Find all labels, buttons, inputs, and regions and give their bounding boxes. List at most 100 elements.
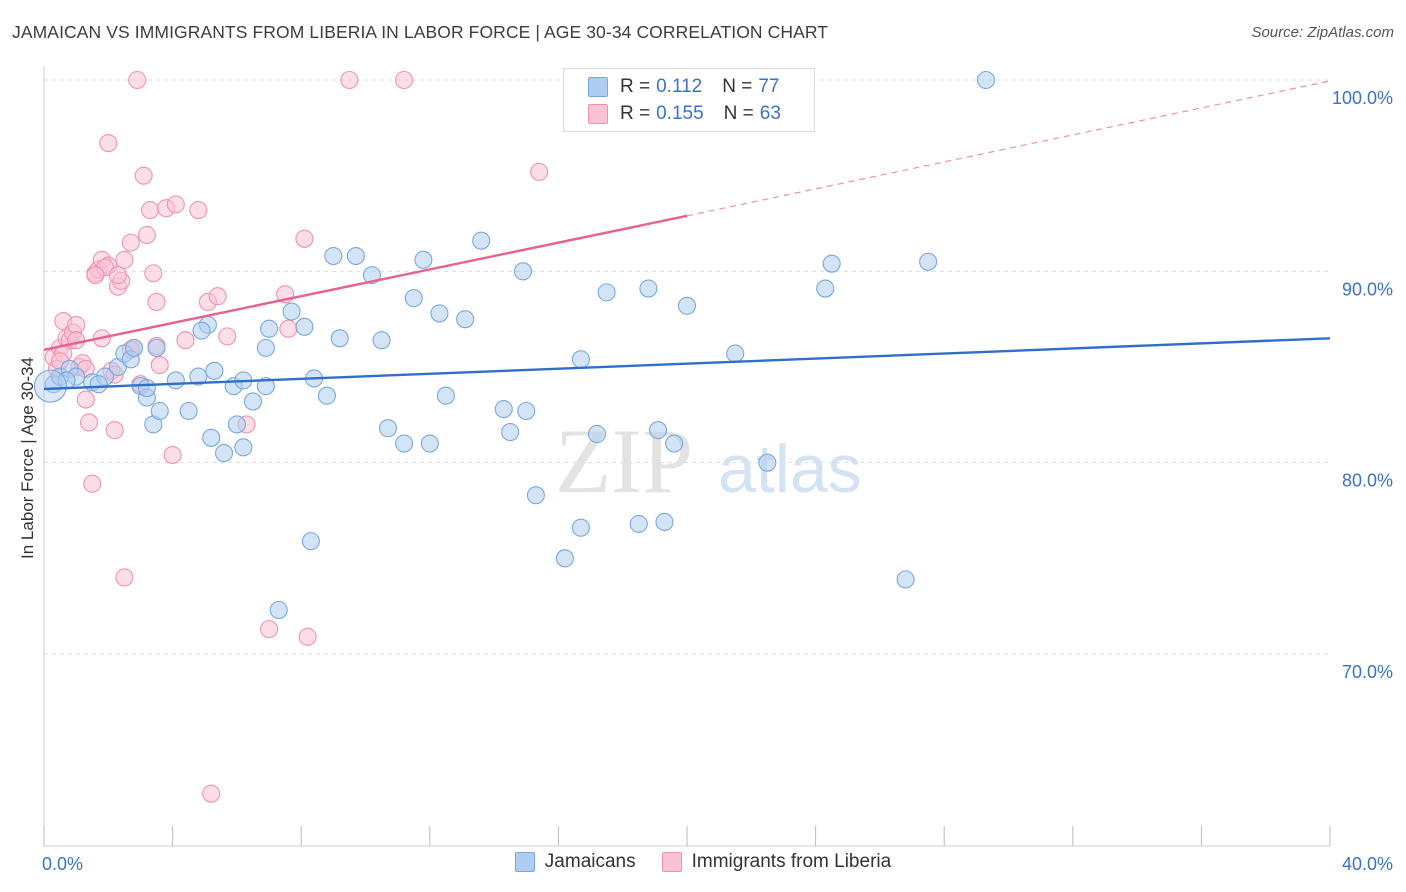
point-liberia <box>395 70 414 90</box>
gridlines <box>44 79 1330 655</box>
point-jamaicans <box>259 319 279 338</box>
tick-labels: 70.0% 80.0% 90.0% 100.0% 0.0% 40.0% <box>42 88 1393 874</box>
point-jamaicans <box>346 246 365 266</box>
point-liberia <box>79 413 99 432</box>
legend-n-label: N = <box>723 103 754 124</box>
point-jamaicans <box>166 371 185 390</box>
point-jamaicans <box>147 338 166 357</box>
point-jamaicans <box>282 302 301 321</box>
point-jamaicans <box>214 444 234 463</box>
point-jamaicans <box>295 317 314 336</box>
legend-n-label: N = <box>722 76 753 97</box>
legend-r-label: R = <box>620 76 651 97</box>
legend-item-jamaicans[interactable]: Jamaicans <box>514 851 636 873</box>
y-axis-label: In Labor Force | Age 30-34 <box>18 357 37 559</box>
legend-n-value: 63 <box>759 103 781 124</box>
point-jamaicans <box>677 296 697 315</box>
point-jamaicans <box>179 401 198 421</box>
point-jamaicans <box>89 375 108 394</box>
point-jamaicans <box>526 486 545 505</box>
legend-row-jamaicans: R = 0.112 N = 77 <box>588 74 780 100</box>
point-liberia <box>218 327 237 346</box>
point-jamaicans <box>436 386 455 405</box>
point-jamaicans <box>227 415 246 434</box>
point-jamaicans <box>137 378 156 398</box>
point-liberia <box>108 266 127 285</box>
point-jamaicans <box>269 600 288 620</box>
point-liberia <box>150 356 169 375</box>
point-jamaicans <box>919 252 938 271</box>
point-jamaicans <box>395 434 414 453</box>
point-jamaicans <box>324 246 343 266</box>
point-jamaicans <box>192 321 211 340</box>
point-jamaicans <box>597 283 616 302</box>
point-jamaicans <box>124 338 144 357</box>
point-liberia <box>137 225 156 245</box>
point-jamaicans <box>494 400 513 419</box>
point-jamaicans <box>301 532 320 551</box>
point-liberia <box>83 474 102 493</box>
point-jamaicans <box>430 304 449 323</box>
watermark: ZIP atlas <box>555 410 862 512</box>
point-jamaicans <box>330 329 349 348</box>
point-liberia <box>134 166 153 185</box>
point-jamaicans <box>822 254 841 273</box>
point-liberia <box>115 250 134 269</box>
point-jamaicans <box>501 423 520 442</box>
legend-item-liberia[interactable]: Immigrants from Liberia <box>661 851 891 873</box>
point-jamaicans <box>655 512 674 532</box>
point-liberia <box>340 70 359 90</box>
series-liberia-points <box>44 70 549 803</box>
point-liberia <box>530 162 549 181</box>
legend-swatch-pink <box>588 104 608 124</box>
point-jamaicans-cluster <box>33 369 67 403</box>
point-jamaicans <box>513 262 533 281</box>
series-jamaicans-points <box>33 70 996 620</box>
point-liberia <box>176 331 195 350</box>
point-liberia <box>208 287 227 306</box>
point-liberia <box>163 445 182 465</box>
watermark-atlas: atlas <box>718 431 862 507</box>
point-jamaicans <box>726 344 745 363</box>
point-jamaicans <box>189 367 208 386</box>
point-jamaicans <box>816 279 835 298</box>
legend-swatch-blue <box>514 852 535 872</box>
series-legend: Jamaicans Immigrants from Liberia <box>0 851 1406 873</box>
x-tick-label: 40.0% <box>1342 854 1393 874</box>
point-jamaicans <box>639 279 658 298</box>
point-jamaicans <box>587 424 607 444</box>
point-liberia <box>105 421 124 440</box>
point-liberia <box>144 264 163 283</box>
stats-legend: R = 0.112 N = 77 R = 0.155 N = 63 <box>563 68 815 132</box>
legend-swatch-pink <box>661 852 682 872</box>
point-liberia <box>259 620 279 639</box>
point-jamaicans <box>571 518 590 537</box>
point-liberia <box>147 292 166 311</box>
point-jamaicans <box>649 421 668 440</box>
source-label: Source: ZipAtlas.com <box>1251 24 1394 41</box>
point-liberia <box>295 229 314 248</box>
trend-lines <box>43 80 1331 391</box>
point-jamaicans <box>378 419 398 438</box>
point-jamaicans <box>202 428 221 447</box>
point-liberia <box>279 319 298 338</box>
point-jamaicans <box>414 250 433 269</box>
y-tick-label: 80.0% <box>1342 471 1393 491</box>
legend-n-value: 77 <box>758 76 780 97</box>
point-liberia <box>76 390 95 409</box>
point-jamaicans <box>976 70 996 90</box>
legend-r-value: 0.155 <box>656 103 704 124</box>
point-jamaicans <box>896 570 915 589</box>
y-tick-label: 100.0% <box>1332 88 1393 108</box>
legend-r-label: R = <box>620 103 651 124</box>
point-jamaicans <box>256 377 275 396</box>
x-tick-label: 0.0% <box>42 854 83 874</box>
point-liberia <box>86 266 105 285</box>
trend-line-blue <box>43 337 1331 391</box>
point-jamaicans <box>517 401 536 421</box>
axes <box>43 66 1331 847</box>
point-jamaicans <box>317 386 336 405</box>
legend-swatch-blue <box>588 77 608 97</box>
y-tick-label: 70.0% <box>1342 662 1393 682</box>
